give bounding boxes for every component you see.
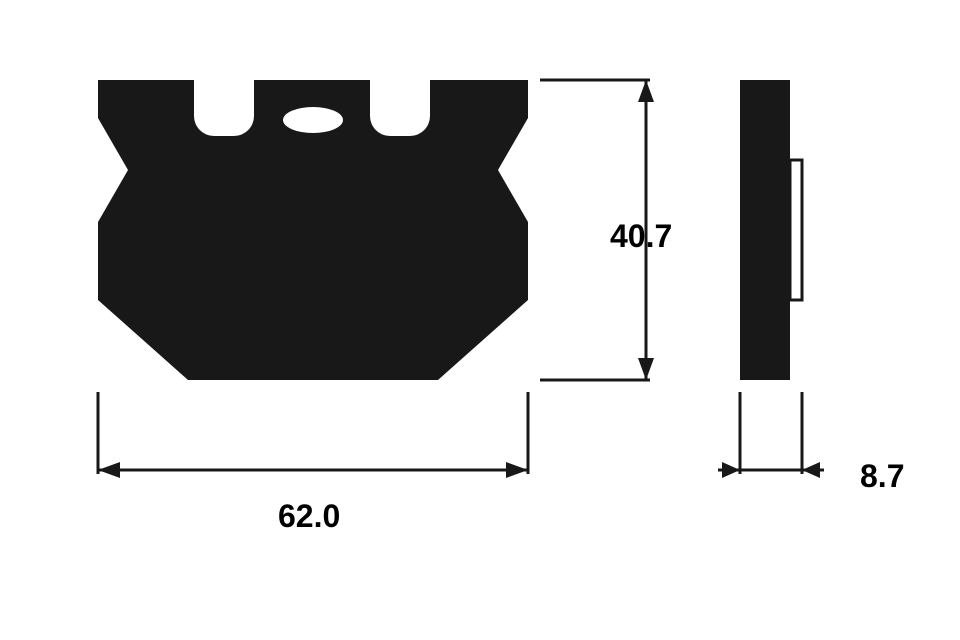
dimension-thickness-label: 8.7 [860,458,904,495]
drawing-canvas: 40.7 62.0 8.7 [0,0,960,640]
dimension-thickness [0,0,960,640]
